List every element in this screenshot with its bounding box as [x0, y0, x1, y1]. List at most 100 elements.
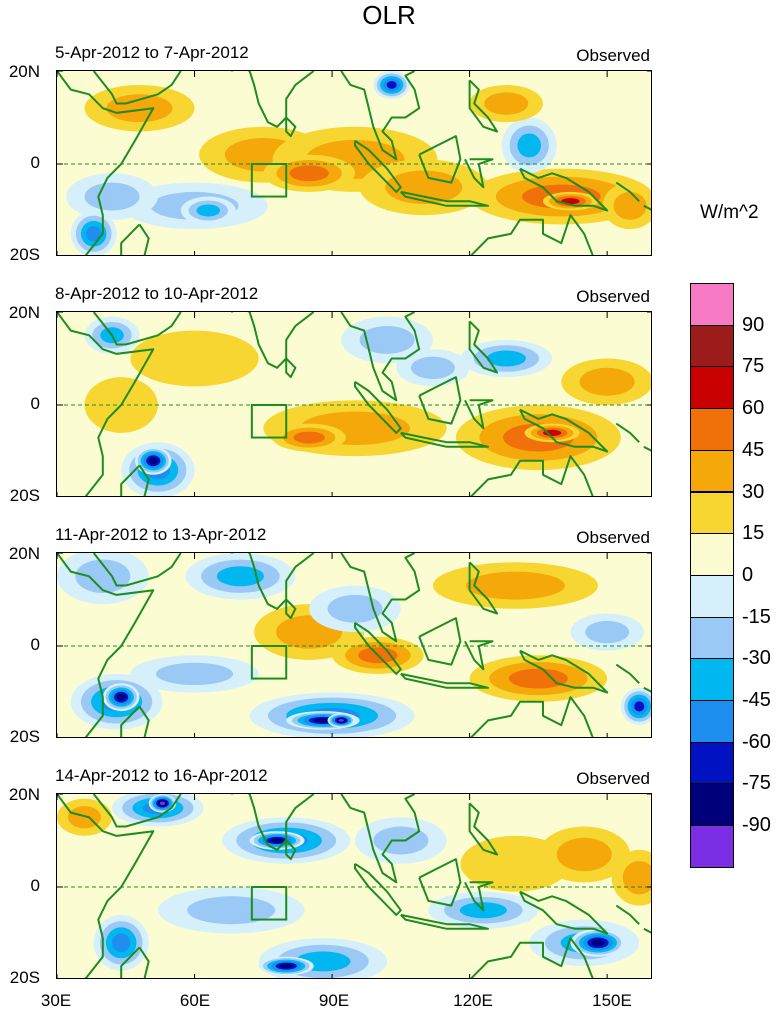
anomaly-contour: [579, 367, 635, 396]
coastline: [285, 357, 297, 379]
anomaly-contour: [359, 325, 415, 354]
map-canvas: [57, 553, 651, 737]
lat-label-20s: 20S: [9, 486, 40, 505]
colorbar-tick-label: 75: [742, 355, 765, 378]
coastline: [519, 649, 609, 694]
panel-observed-label: Observed: [576, 46, 650, 65]
coastline: [418, 376, 462, 425]
colorbar-swatch: [690, 574, 734, 618]
anomaly-contour: [484, 92, 529, 115]
coastline: [643, 445, 651, 452]
coastline: [354, 621, 402, 675]
anomaly-contour: [465, 571, 565, 600]
lon-label-150e: 150E: [592, 991, 632, 1010]
coastline: [354, 139, 402, 193]
lat-label-20s: 20S: [9, 727, 40, 746]
anomaly-contour: [508, 668, 568, 689]
coastline: [468, 79, 499, 133]
coastline: [643, 204, 651, 211]
coastline: [468, 561, 499, 615]
coastline: [464, 158, 494, 189]
coastline: [470, 214, 594, 255]
coastline: [92, 553, 182, 587]
coastline: [231, 312, 315, 369]
coastline: [340, 794, 421, 884]
lat-label-20s: 20S: [9, 245, 40, 264]
olr-anomaly-map: [56, 793, 652, 979]
anomaly-contour: [68, 806, 102, 829]
negative-olr-anomaly: [570, 928, 626, 957]
lon-label-90e: 90E: [318, 991, 350, 1010]
anomaly-contour: [130, 330, 259, 387]
positive-olr-anomaly: [263, 154, 355, 192]
colorbar-tick-label: 90: [742, 313, 765, 336]
map-panel: 11-Apr-2012 to 13-Apr-2012 Observed 20N …: [0, 522, 778, 762]
coastline: [92, 71, 182, 105]
lat-label-20s: 20S: [9, 968, 40, 987]
positive-olr-anomaly: [611, 849, 651, 906]
anomaly-contour: [517, 133, 542, 158]
panel-period-label: 8-Apr-2012 to 10-Apr-2012: [55, 284, 259, 303]
map-panel: 5-Apr-2012 to 7-Apr-2012 Observed 20N 0 …: [0, 40, 778, 280]
anomaly-contour: [270, 838, 284, 843]
anomaly-contour: [314, 718, 332, 723]
lat-label-eq: 0: [30, 153, 40, 172]
figure-title: OLR: [362, 0, 416, 30]
negative-olr-anomaly: [70, 210, 117, 255]
negative-olr-anomaly: [327, 713, 355, 728]
anomaly-contour: [187, 896, 276, 925]
negative-olr-anomaly: [157, 887, 305, 934]
coastline: [470, 455, 594, 496]
olr-anomaly-map: [56, 552, 652, 738]
colorbar-swatch: [690, 366, 734, 410]
anomaly-contour: [156, 662, 234, 686]
lat-label-20n: 20N: [8, 785, 40, 804]
anomaly-contour: [196, 204, 221, 217]
anomaly-contour: [279, 963, 293, 969]
negative-olr-anomaly: [130, 655, 259, 693]
negative-olr-anomaly: [134, 446, 172, 475]
positive-olr-anomaly: [432, 562, 598, 609]
colorbar-unit-label: W/m^2: [700, 202, 759, 223]
anomaly-contour: [293, 431, 325, 444]
coastline: [354, 862, 402, 916]
anomaly-contour: [385, 170, 463, 204]
coastline: [120, 705, 150, 737]
panel-period-label: 11-Apr-2012 to 13-Apr-2012: [55, 525, 267, 544]
coastline: [468, 320, 499, 374]
positive-olr-anomaly: [469, 655, 608, 702]
coastline: [400, 190, 489, 207]
coastline: [92, 794, 182, 828]
coastline: [57, 71, 155, 255]
colorbar-tick-label: -30: [742, 647, 771, 670]
anomaly-contour: [289, 165, 329, 182]
anomaly-contour: [327, 594, 383, 623]
positive-olr-anomaly: [561, 358, 651, 405]
coastline: [615, 422, 640, 443]
anomaly-contour: [149, 457, 158, 465]
anomaly-contour: [556, 837, 612, 872]
colorbar-tick-label: -15: [742, 605, 771, 628]
lat-label-20n: 20N: [8, 544, 40, 563]
coastline: [231, 794, 315, 851]
coastline: [615, 181, 640, 202]
negative-olr-anomaly: [185, 553, 296, 600]
colorbar-tick-label: 0: [742, 563, 754, 586]
panel-observed-label: Observed: [576, 769, 650, 788]
coastline: [231, 553, 315, 610]
negative-olr-anomaly: [620, 687, 651, 726]
coastline: [418, 858, 462, 907]
anomaly-contour: [106, 94, 173, 123]
olr-anomaly-map: [56, 311, 652, 497]
negative-olr-anomaly: [148, 794, 177, 813]
coastline: [120, 223, 150, 255]
lon-label-60e: 60E: [179, 991, 211, 1010]
coastline: [643, 927, 651, 934]
colorbar-swatch: [690, 283, 734, 326]
coastline: [400, 913, 489, 930]
negative-olr-anomaly: [66, 173, 158, 220]
coastline: [400, 431, 489, 448]
positive-olr-anomaly: [84, 84, 195, 132]
colorbar-swatch: [690, 324, 734, 368]
coastline: [285, 839, 297, 861]
